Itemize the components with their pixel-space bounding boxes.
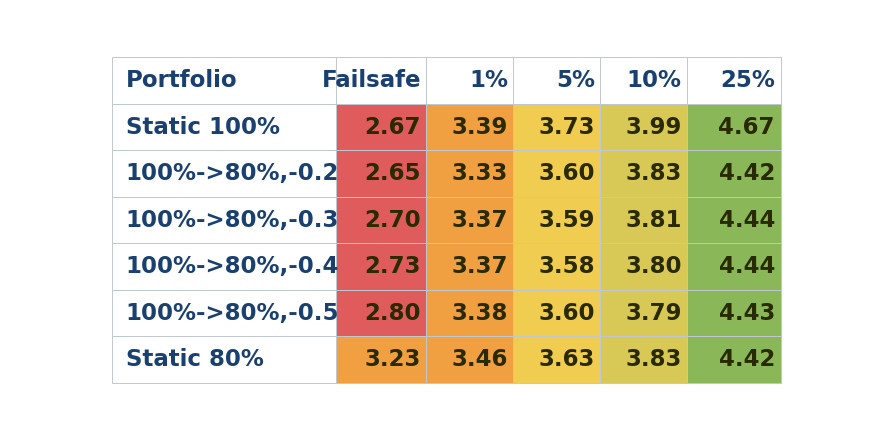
Bar xyxy=(426,290,513,337)
Text: 3.38: 3.38 xyxy=(452,302,508,325)
Text: 3.73: 3.73 xyxy=(538,116,595,139)
Bar xyxy=(336,290,426,337)
Bar xyxy=(112,104,336,150)
Bar xyxy=(426,104,513,150)
Text: 100%->80%,-0.2: 100%->80%,-0.2 xyxy=(125,162,339,185)
Bar xyxy=(600,104,687,150)
Text: 2.73: 2.73 xyxy=(364,255,421,278)
Text: 1%: 1% xyxy=(469,69,508,92)
Bar xyxy=(687,104,780,150)
Text: 3.59: 3.59 xyxy=(538,209,595,232)
Text: 4.67: 4.67 xyxy=(719,116,775,139)
Bar xyxy=(687,58,780,104)
Bar xyxy=(600,197,687,243)
Bar xyxy=(112,290,336,337)
Bar xyxy=(513,197,600,243)
Text: Failsafe: Failsafe xyxy=(321,69,421,92)
Text: Portfolio: Portfolio xyxy=(125,69,237,92)
Bar xyxy=(687,197,780,243)
Text: 4.44: 4.44 xyxy=(719,255,775,278)
Bar xyxy=(513,243,600,290)
Text: 3.58: 3.58 xyxy=(538,255,595,278)
Text: 3.37: 3.37 xyxy=(451,209,508,232)
Text: 25%: 25% xyxy=(720,69,775,92)
Bar xyxy=(426,58,513,104)
Bar xyxy=(426,197,513,243)
Text: 3.63: 3.63 xyxy=(538,348,595,371)
Text: 100%->80%,-0.3: 100%->80%,-0.3 xyxy=(125,209,339,232)
Text: 4.43: 4.43 xyxy=(719,302,775,325)
Bar xyxy=(687,337,780,383)
Bar xyxy=(336,197,426,243)
Text: 3.83: 3.83 xyxy=(625,348,682,371)
Bar xyxy=(600,290,687,337)
Bar xyxy=(513,150,600,197)
Text: 4.42: 4.42 xyxy=(719,348,775,371)
Text: 3.79: 3.79 xyxy=(625,302,682,325)
Text: 3.80: 3.80 xyxy=(625,255,682,278)
Bar xyxy=(112,197,336,243)
Bar xyxy=(513,337,600,383)
Text: Static 80%: Static 80% xyxy=(125,348,264,371)
Text: 3.81: 3.81 xyxy=(625,209,682,232)
Bar xyxy=(336,337,426,383)
Text: 2.70: 2.70 xyxy=(364,209,421,232)
Bar xyxy=(687,290,780,337)
Bar xyxy=(426,243,513,290)
Text: 3.46: 3.46 xyxy=(452,348,508,371)
Bar xyxy=(687,243,780,290)
Bar xyxy=(112,150,336,197)
Text: 3.99: 3.99 xyxy=(625,116,682,139)
Text: 2.80: 2.80 xyxy=(364,302,421,325)
Text: 3.39: 3.39 xyxy=(452,116,508,139)
Text: 100%->80%,-0.4: 100%->80%,-0.4 xyxy=(125,255,339,278)
Bar xyxy=(600,58,687,104)
Bar xyxy=(112,58,336,104)
Text: 3.60: 3.60 xyxy=(538,162,595,185)
Bar xyxy=(513,104,600,150)
Text: Static 100%: Static 100% xyxy=(125,116,280,139)
Text: 3.33: 3.33 xyxy=(452,162,508,185)
Bar xyxy=(600,150,687,197)
Bar xyxy=(336,58,426,104)
Text: 100%->80%,-0.5: 100%->80%,-0.5 xyxy=(125,302,339,325)
Bar xyxy=(336,104,426,150)
Bar xyxy=(600,337,687,383)
Bar xyxy=(112,243,336,290)
Bar xyxy=(513,290,600,337)
Bar xyxy=(687,150,780,197)
Bar xyxy=(426,150,513,197)
Bar xyxy=(600,243,687,290)
Text: 5%: 5% xyxy=(556,69,595,92)
Text: 2.65: 2.65 xyxy=(364,162,421,185)
Text: 3.37: 3.37 xyxy=(451,255,508,278)
Text: 3.83: 3.83 xyxy=(625,162,682,185)
Bar xyxy=(112,337,336,383)
Bar xyxy=(336,150,426,197)
Bar xyxy=(426,337,513,383)
Text: 10%: 10% xyxy=(627,69,682,92)
Text: 4.44: 4.44 xyxy=(719,209,775,232)
Text: 2.67: 2.67 xyxy=(364,116,421,139)
Bar xyxy=(336,243,426,290)
Bar xyxy=(513,58,600,104)
Text: 3.60: 3.60 xyxy=(538,302,595,325)
Text: 4.42: 4.42 xyxy=(719,162,775,185)
Text: 3.23: 3.23 xyxy=(365,348,421,371)
